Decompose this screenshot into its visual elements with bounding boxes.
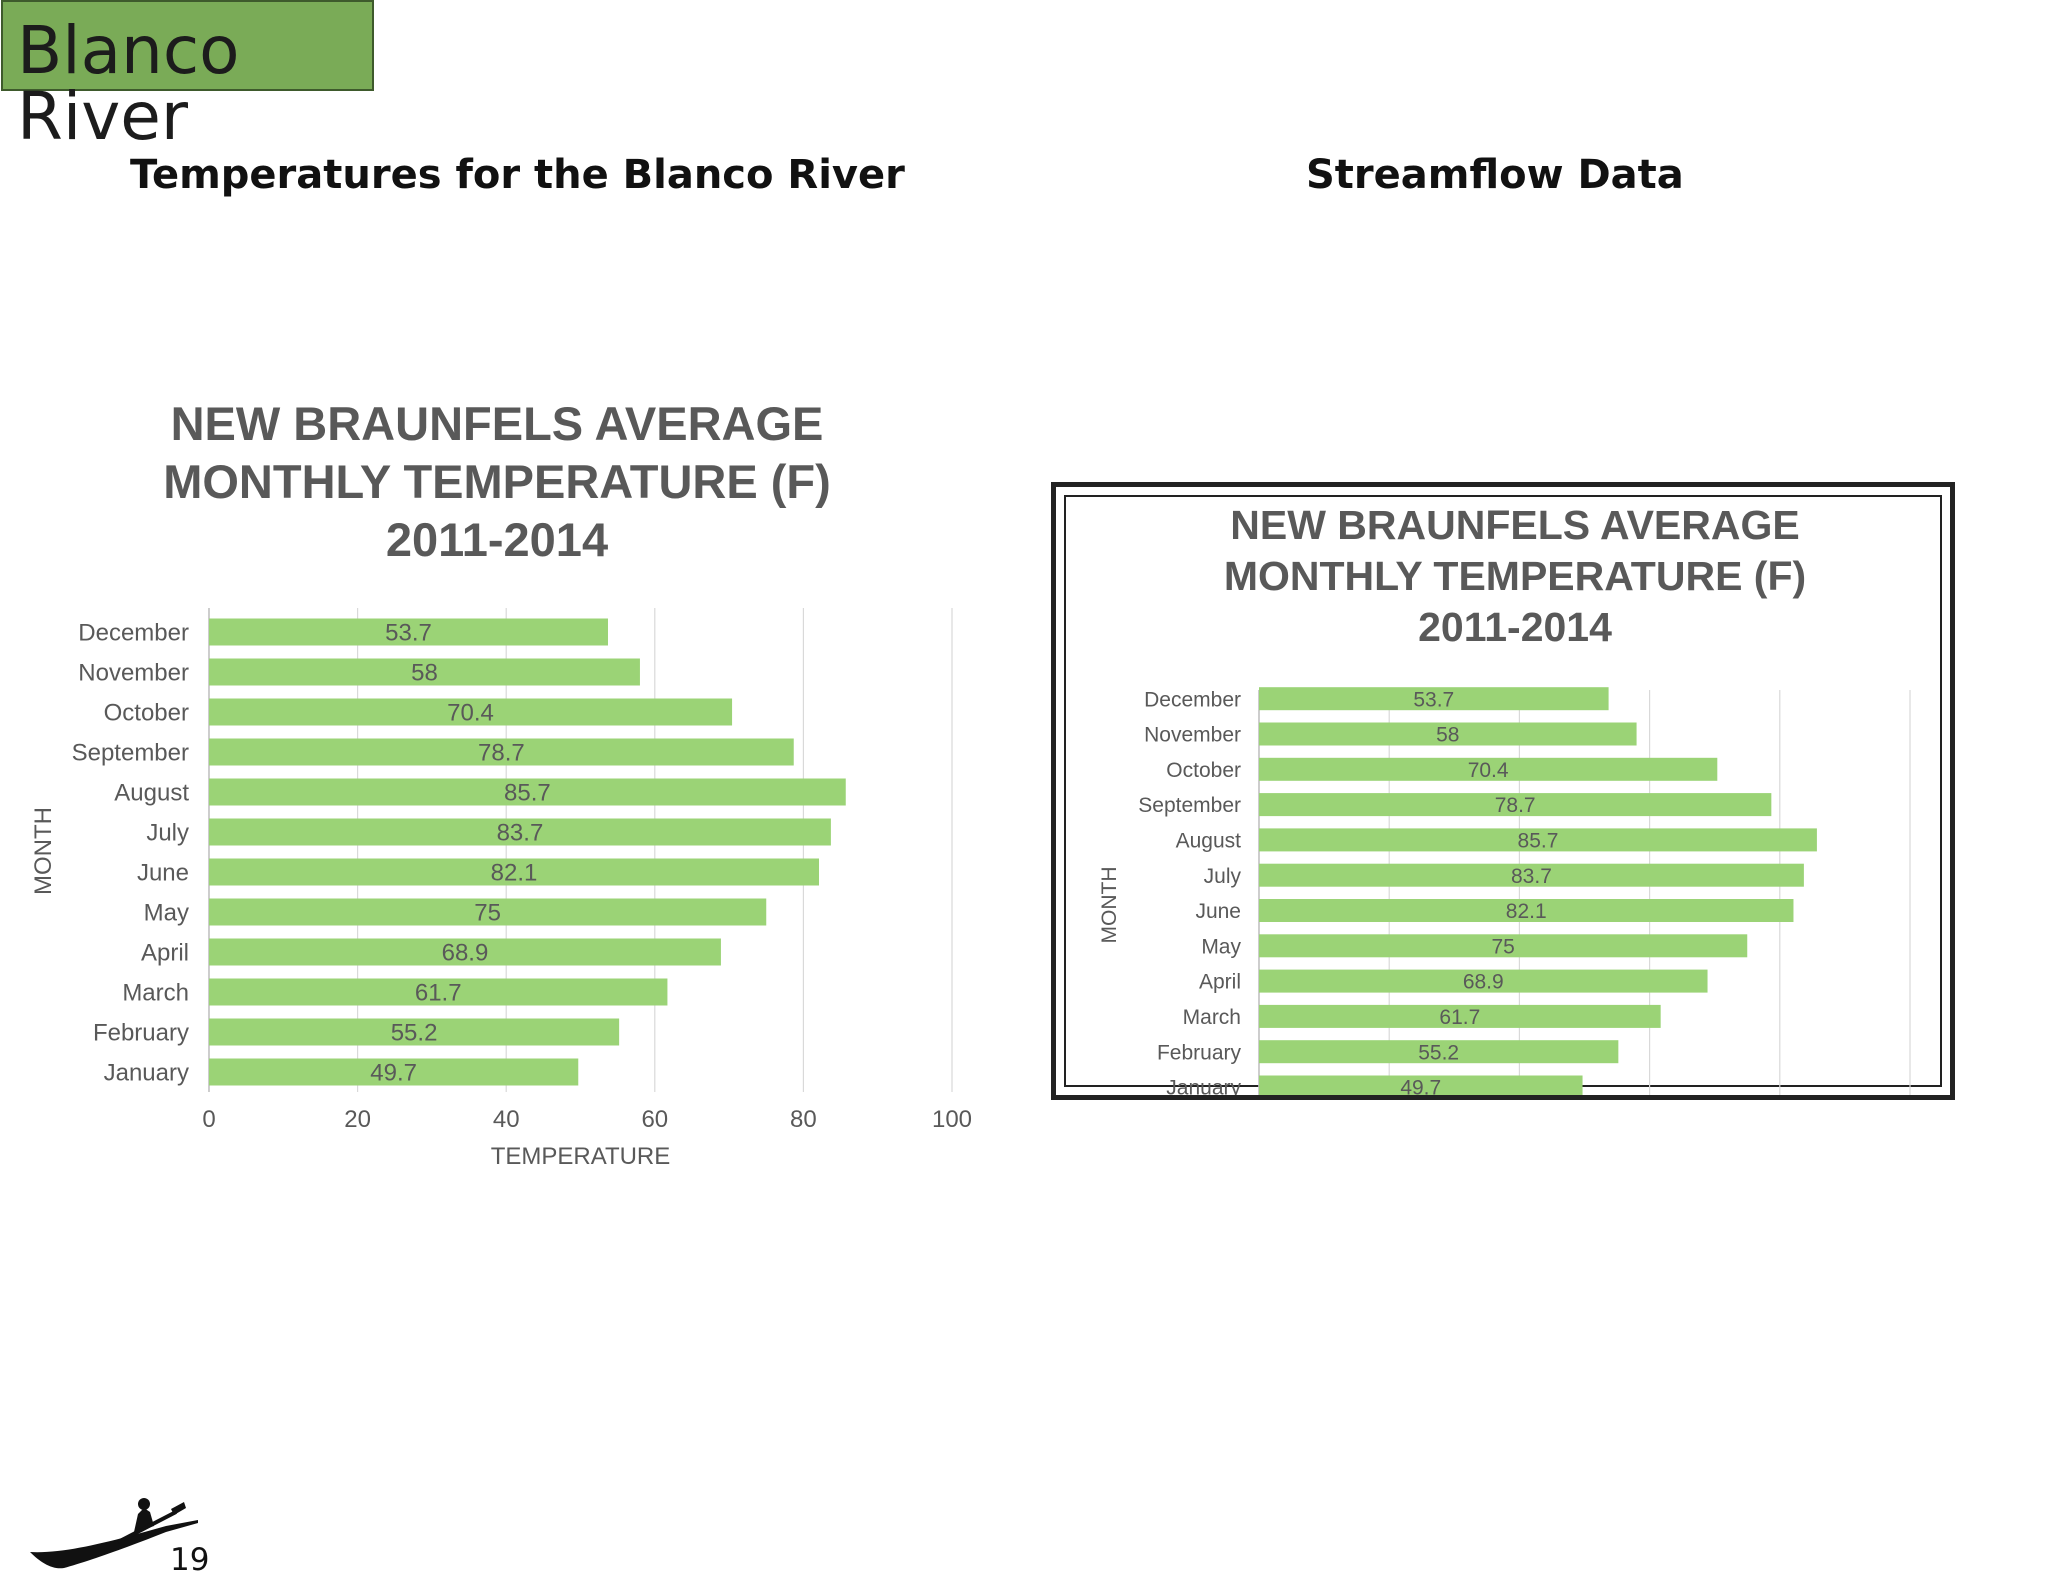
category-label: November bbox=[78, 660, 189, 687]
data-label: 75 bbox=[474, 900, 501, 927]
x-tick-label: 60 bbox=[641, 1106, 668, 1133]
category-label: January bbox=[1166, 1077, 1241, 1095]
category-label: October bbox=[1166, 759, 1241, 782]
category-label: February bbox=[93, 1020, 189, 1047]
category-label: April bbox=[141, 940, 189, 967]
chart-title-line: MONTHLY TEMPERATURE (F) bbox=[163, 455, 831, 508]
category-label: November bbox=[1144, 724, 1241, 747]
kayak-silhouette-icon bbox=[30, 1498, 198, 1569]
right-heading: Streamflow Data bbox=[1306, 152, 1684, 198]
bar bbox=[209, 898, 767, 926]
bar bbox=[209, 778, 846, 806]
category-label: September bbox=[1138, 794, 1241, 817]
bar bbox=[1259, 1075, 1583, 1095]
data-label: 78.7 bbox=[1495, 794, 1536, 817]
x-tick-label: 20 bbox=[344, 1106, 371, 1133]
data-label: 78.7 bbox=[478, 740, 525, 767]
bar bbox=[1259, 793, 1772, 817]
bar bbox=[1259, 863, 1804, 887]
right-temperature-chart: NEW BRAUNFELS AVERAGE MONTHLY TEMPERATURE… bbox=[1098, 502, 1911, 1095]
category-label: December bbox=[1144, 688, 1241, 711]
left-heading: Temperatures for the Blanco River bbox=[130, 152, 905, 198]
category-label: March bbox=[122, 980, 189, 1007]
data-label: 53.7 bbox=[1413, 688, 1454, 711]
bar bbox=[1259, 969, 1708, 993]
category-label: May bbox=[1201, 935, 1241, 958]
data-label: 58 bbox=[411, 660, 438, 687]
category-label: June bbox=[137, 860, 189, 887]
data-label: 85.7 bbox=[504, 780, 551, 807]
bar bbox=[209, 978, 668, 1006]
chart-title-line: 2011-2014 bbox=[386, 513, 608, 566]
bar bbox=[209, 1018, 620, 1046]
bar bbox=[209, 1058, 579, 1086]
category-label: January bbox=[104, 1060, 189, 1087]
bar bbox=[1259, 687, 1609, 711]
category-label: March bbox=[1183, 1006, 1241, 1029]
category-label: May bbox=[144, 900, 189, 927]
data-label: 55.2 bbox=[391, 1020, 438, 1047]
bar bbox=[209, 618, 608, 646]
x-tick-label: 100 bbox=[932, 1106, 972, 1133]
bar bbox=[1259, 1004, 1661, 1028]
chart-title-line: MONTHLY TEMPERATURE (F) bbox=[1224, 553, 1806, 599]
data-label: 68.9 bbox=[442, 940, 489, 967]
data-label: 49.7 bbox=[370, 1060, 417, 1087]
bar bbox=[209, 738, 794, 766]
category-label: December bbox=[78, 620, 189, 647]
bar bbox=[209, 818, 831, 846]
category-label: July bbox=[146, 820, 189, 847]
category-label: June bbox=[1195, 900, 1241, 923]
bar bbox=[1259, 934, 1748, 958]
x-tick-label: 40 bbox=[493, 1106, 520, 1133]
category-label: October bbox=[104, 700, 189, 727]
data-label: 82.1 bbox=[1506, 900, 1547, 923]
bar bbox=[1259, 828, 1817, 852]
section-label: Blanco River bbox=[17, 12, 240, 155]
bar bbox=[1259, 722, 1637, 746]
bar bbox=[209, 858, 820, 886]
bar bbox=[209, 698, 733, 726]
category-label: September bbox=[72, 740, 189, 767]
category-label: August bbox=[1176, 829, 1242, 852]
bar bbox=[209, 938, 721, 966]
chart-title-line: NEW BRAUNFELS AVERAGE bbox=[171, 397, 824, 450]
data-label: 70.4 bbox=[1468, 759, 1509, 782]
bar bbox=[209, 658, 640, 686]
data-label: 61.7 bbox=[1439, 1006, 1480, 1029]
data-label: 61.7 bbox=[415, 980, 462, 1007]
page-number: 19 bbox=[170, 1542, 210, 1578]
data-label: 49.7 bbox=[1400, 1077, 1441, 1095]
data-label: 83.7 bbox=[1511, 865, 1552, 888]
category-label: April bbox=[1199, 971, 1241, 994]
x-tick-label: 0 bbox=[202, 1106, 215, 1133]
data-label: 85.7 bbox=[1518, 829, 1559, 852]
y-axis-label: MONTH bbox=[1098, 867, 1121, 944]
category-label: February bbox=[1157, 1041, 1242, 1064]
bar bbox=[1259, 1040, 1619, 1064]
section-title-box: Blanco River bbox=[1, 0, 374, 150]
data-label: 70.4 bbox=[447, 700, 494, 727]
x-tick-label: 80 bbox=[790, 1106, 817, 1133]
right-chart-frame: NEW BRAUNFELS AVERAGE MONTHLY TEMPERATURE… bbox=[1051, 482, 1955, 1100]
x-axis-label: TEMPERATURE bbox=[491, 1143, 671, 1170]
data-label: 58 bbox=[1436, 724, 1459, 747]
bar bbox=[1259, 899, 1794, 922]
data-label: 83.7 bbox=[497, 820, 544, 847]
chart-title-line: NEW BRAUNFELS AVERAGE bbox=[1230, 502, 1799, 548]
category-label: July bbox=[1204, 865, 1242, 888]
bar bbox=[1259, 757, 1718, 781]
category-label: August bbox=[114, 780, 189, 807]
y-axis-label: MONTH bbox=[30, 807, 57, 895]
data-label: 82.1 bbox=[491, 860, 538, 887]
data-label: 55.2 bbox=[1418, 1041, 1459, 1064]
chart-title-line: 2011-2014 bbox=[1418, 604, 1612, 650]
data-label: 53.7 bbox=[385, 620, 432, 647]
data-label: 75 bbox=[1491, 935, 1514, 958]
data-label: 68.9 bbox=[1463, 971, 1504, 994]
